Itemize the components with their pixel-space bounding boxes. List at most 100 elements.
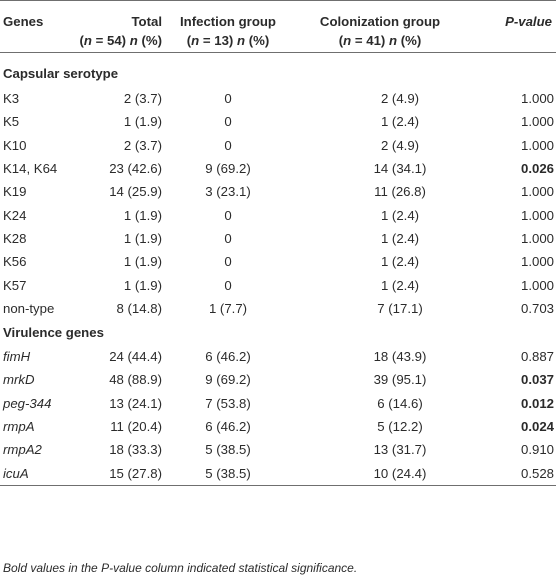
gene-cell: K3	[3, 91, 20, 107]
total-cell: 24 (44.4)	[109, 349, 162, 365]
gene-cell: K19	[3, 184, 27, 200]
table-row: K57 1 (1.9) 0 1 (2.4) 1.000	[0, 273, 556, 296]
table-row: non-type 8 (14.8) 1 (7.7) 7 (17.1) 0.703	[0, 297, 556, 320]
gene-cell: rmpA2	[3, 442, 42, 458]
gene-cell: K5	[3, 114, 20, 130]
gene-cell: rmpA	[3, 419, 35, 434]
header-genes-label: Genes	[3, 14, 44, 29]
header-genes: Genes	[0, 1, 66, 53]
header-colonization: Colonization group (n = 41) n (%)	[290, 1, 470, 53]
pvalue-cell: 0.887	[520, 349, 554, 365]
pvalue-cell: 1.000	[520, 254, 554, 270]
table-row: fimH 24 (44.4) 6 (46.2) 18 (43.9) 0.887	[0, 345, 556, 368]
infection-cell: 0	[224, 137, 232, 153]
table-row: K28 1 (1.9) 0 1 (2.4) 1.000	[0, 227, 556, 250]
gene-cell: K14, K64	[3, 161, 58, 177]
pvalue-cell: 1.000	[520, 277, 554, 293]
total-cell: 14 (25.9)	[109, 184, 162, 200]
table-row: peg-344 13 (24.1) 7 (53.8) 6 (14.6) 0.012	[0, 392, 556, 415]
colonization-cell: 1 (2.4)	[380, 207, 420, 223]
colonization-cell: 1 (2.4)	[380, 230, 420, 246]
header-infection-title: Infection group	[180, 14, 276, 29]
pvalue-cell: 0.037	[520, 372, 554, 388]
total-cell: 48 (88.9)	[109, 372, 162, 388]
gene-cell: peg-344	[3, 395, 52, 411]
table-row: K56 1 (1.9) 0 1 (2.4) 1.000	[0, 250, 556, 273]
total-cell: 11 (20.4)	[110, 419, 162, 434]
infection-cell: 1 (7.7)	[208, 300, 248, 316]
colonization-cell: 18 (43.9)	[373, 349, 427, 365]
header-colonization-title: Colonization group	[319, 14, 441, 29]
colonization-cell: 2 (4.9)	[380, 91, 420, 107]
table-row: rmpA 11 (20.4) 6 (46.2) 5 (12.2) 0.024	[0, 415, 556, 438]
infection-cell: 0	[224, 254, 232, 270]
total-cell: 1 (1.9)	[123, 254, 162, 270]
infection-cell: 9 (69.2)	[205, 372, 251, 388]
section-title: Virulence genes	[3, 324, 104, 340]
gene-cell: K57	[3, 277, 27, 293]
colonization-cell: 10 (24.4)	[373, 465, 427, 481]
table-row: rmpA2 18 (33.3) 5 (38.5) 13 (31.7) 0.910	[0, 438, 556, 461]
gene-cell: icuA	[3, 465, 29, 481]
colonization-cell: 7 (17.1)	[377, 300, 423, 316]
pvalue-cell: 1.000	[520, 230, 554, 246]
infection-cell: 6 (46.2)	[205, 419, 251, 434]
header-colonization-sub: (n = 41) n (%)	[338, 33, 422, 48]
total-cell: 1 (1.9)	[123, 230, 162, 246]
pvalue-cell: 1.000	[520, 207, 554, 223]
table-row: K10 2 (3.7) 0 2 (4.9) 1.000	[0, 134, 556, 157]
table-row: K3 2 (3.7) 0 2 (4.9) 1.000	[0, 87, 556, 110]
section-row: Capsular serotype	[0, 53, 556, 88]
table-row: K19 14 (25.9) 3 (23.1) 11 (26.8) 1.000	[0, 180, 556, 203]
table-row: K14, K64 23 (42.6) 9 (69.2) 14 (34.1) 0.026	[0, 157, 556, 180]
colonization-cell: 5 (12.2)	[377, 419, 423, 434]
infection-cell: 9 (69.2)	[205, 161, 251, 177]
colonization-cell: 14 (34.1)	[373, 161, 427, 177]
pvalue-cell: 1.000	[520, 137, 554, 153]
pvalue-cell: 0.910	[520, 442, 554, 458]
gene-cell: K28	[3, 230, 27, 246]
table-body: Capsular serotype K3 2 (3.7) 0 2 (4.9) 1.000 K…	[0, 53, 556, 486]
table-header: Genes Total (n = 54) n (%) Infection gro…	[0, 0, 556, 53]
total-cell: 23 (42.6)	[109, 161, 162, 177]
pvalue-cell: 0.024	[520, 419, 554, 434]
gene-cell: K24	[3, 207, 27, 223]
gene-cell: fimH	[3, 349, 31, 365]
pvalue-cell: 0.026	[520, 161, 554, 177]
gene-cell: K56	[3, 254, 27, 270]
infection-cell: 5 (38.5)	[205, 465, 251, 481]
infection-cell: 0	[224, 277, 232, 293]
total-cell: 13 (24.1)	[109, 395, 162, 411]
header-total-sub: (n = 54) n (%)	[79, 33, 162, 48]
colonization-cell: 6 (14.6)	[377, 395, 423, 411]
table-row: mrkD 48 (88.9) 9 (69.2) 39 (95.1) 0.037	[0, 368, 556, 391]
infection-cell: 0	[224, 114, 232, 130]
pvalue-cell: 0.703	[520, 300, 554, 316]
header-infection: Infection group (n = 13) n (%)	[166, 1, 290, 53]
header-infection-sub: (n = 13) n (%)	[186, 33, 270, 48]
pvalue-cell: 1.000	[520, 91, 554, 107]
total-cell: 1 (1.9)	[123, 277, 162, 293]
pvalue-cell: 1.000	[520, 114, 554, 130]
colonization-cell: 11 (26.8)	[374, 184, 426, 200]
pvalue-cell: 1.000	[520, 184, 554, 200]
total-cell: 15 (27.8)	[109, 465, 162, 481]
pvalue-cell: 0.012	[520, 395, 554, 411]
pvalue-cell: 0.528	[520, 465, 554, 481]
colonization-cell: 2 (4.9)	[380, 137, 420, 153]
gene-cell: mrkD	[3, 372, 35, 388]
infection-cell: 0	[224, 91, 232, 107]
infection-cell: 3 (23.1)	[205, 184, 251, 200]
gene-cell: non-type	[3, 300, 55, 316]
total-cell: 2 (3.7)	[123, 91, 162, 107]
colonization-cell: 1 (2.4)	[380, 254, 420, 270]
infection-cell: 0	[224, 230, 232, 246]
table-row: K5 1 (1.9) 0 1 (2.4) 1.000	[0, 110, 556, 133]
infection-cell: 5 (38.5)	[205, 442, 251, 458]
header-total-title: Total	[131, 14, 162, 29]
infection-cell: 6 (46.2)	[205, 349, 251, 365]
gene-cell: K10	[3, 137, 27, 153]
table-footnote: Bold values in the P-value column indica…	[3, 561, 358, 575]
total-cell: 18 (33.3)	[109, 442, 162, 458]
